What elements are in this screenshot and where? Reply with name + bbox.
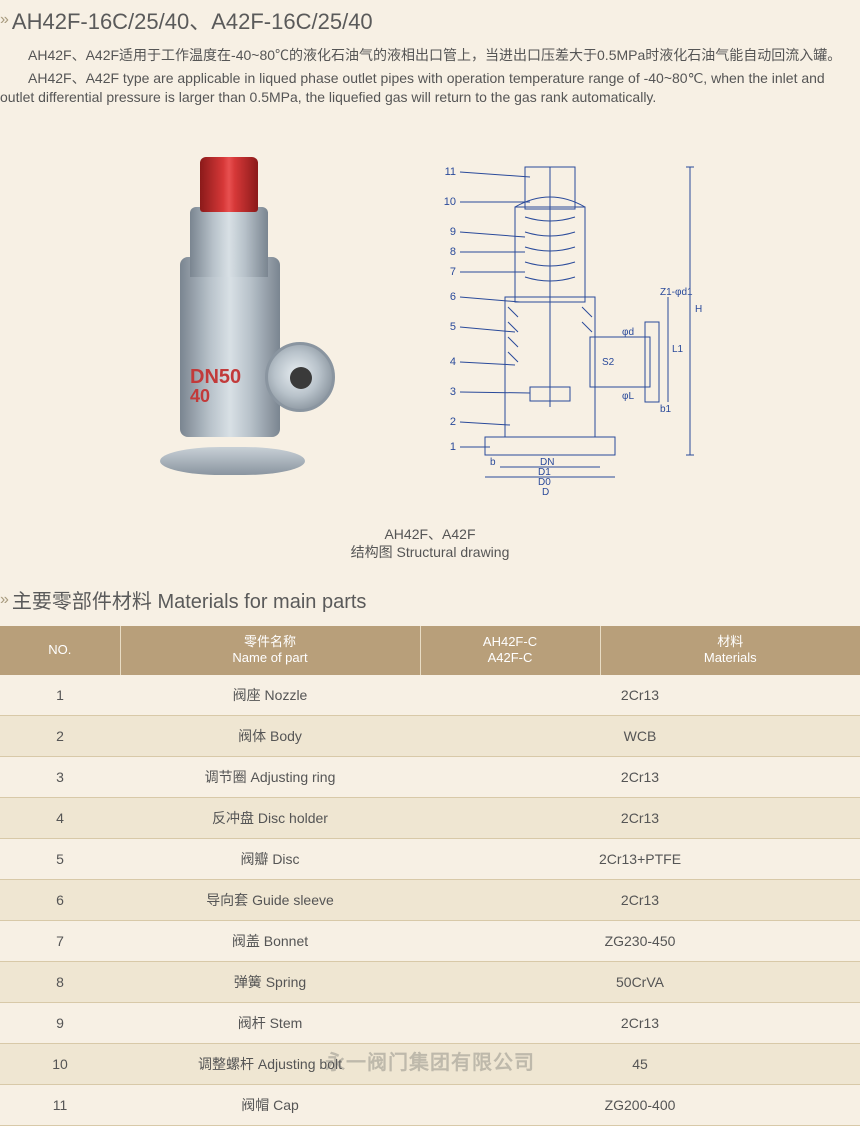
cell-name: 调节圈 Adjusting ring xyxy=(120,756,420,797)
dim-phid: φd xyxy=(622,327,634,338)
valve-side-flange xyxy=(265,342,335,412)
callout-10: 10 xyxy=(444,196,456,208)
table-row: 9阀杆 Stem2Cr13 xyxy=(0,1002,860,1043)
cell-name: 调整螺杆 Adjusting bolt xyxy=(120,1043,420,1084)
th-model: AH42F-C A42F-C xyxy=(420,626,600,675)
dim-b: b xyxy=(490,457,496,468)
th-no: NO. xyxy=(0,626,120,675)
figure-caption-l2: 结构图 Structural drawing xyxy=(351,544,510,560)
cell-no: 5 xyxy=(0,838,120,879)
cell-name: 导向套 Guide sleeve xyxy=(120,879,420,920)
cell-material: 50CrVA xyxy=(420,961,860,1002)
cell-material: 2Cr13 xyxy=(420,797,860,838)
valve-body-shape xyxy=(180,257,280,437)
cell-name: 阀瓣 Disc xyxy=(120,838,420,879)
cell-material: 2Cr13 xyxy=(420,675,860,716)
table-row: 4反冲盘 Disc holder2Cr13 xyxy=(0,797,860,838)
cell-material: 2Cr13 xyxy=(420,756,860,797)
cell-name: 阀杆 Stem xyxy=(120,1002,420,1043)
callout-2: 2 xyxy=(450,416,456,428)
cell-name: 弹簧 Spring xyxy=(120,961,420,1002)
callout-6: 6 xyxy=(450,291,456,303)
valve-bonnet-shape xyxy=(190,207,268,277)
cell-no: 4 xyxy=(0,797,120,838)
valve-bottom-flange xyxy=(160,447,305,475)
cell-no: 1 xyxy=(0,675,120,716)
valve-photo: DN50 40 xyxy=(130,147,350,497)
table-row: 1阀座 Nozzle2Cr13 xyxy=(0,675,860,716)
cell-no: 2 xyxy=(0,715,120,756)
table-row: 8弹簧 Spring50CrVA xyxy=(0,961,860,1002)
dim-D: D xyxy=(542,487,549,497)
cell-material: ZG230-450 xyxy=(420,920,860,961)
figure-caption-l1: AH42F、A42F xyxy=(384,526,475,542)
table-row: 3调节圈 Adjusting ring2Cr13 xyxy=(0,756,860,797)
dim-z1: Z1-φd1 xyxy=(660,287,693,298)
th-name: 零件名称 Name of part xyxy=(120,626,420,675)
table-row: 2阀体 BodyWCB xyxy=(0,715,860,756)
materials-section-title: 主要零部件材料 Materials for main parts xyxy=(12,585,367,614)
cell-no: 6 xyxy=(0,879,120,920)
dim-S2: S2 xyxy=(602,357,615,368)
table-header-row: NO. 零件名称 Name of part AH42F-C A42F-C 材料 … xyxy=(0,626,860,675)
dim-H: H xyxy=(695,304,702,315)
callout-1: 1 xyxy=(450,441,456,453)
callout-8: 8 xyxy=(450,246,456,258)
callout-4: 4 xyxy=(450,356,456,368)
callout-3: 3 xyxy=(450,386,456,398)
valve-marking-dn: DN50 xyxy=(190,367,241,387)
cell-no: 10 xyxy=(0,1043,120,1084)
dim-b1: b1 xyxy=(660,404,672,415)
figure-area: DN50 40 xyxy=(0,127,860,517)
cell-name: 阀座 Nozzle xyxy=(120,675,420,716)
cell-name: 阀盖 Bonnet xyxy=(120,920,420,961)
table-row: 7阀盖 BonnetZG230-450 xyxy=(0,920,860,961)
callout-7: 7 xyxy=(450,266,456,278)
cell-no: 3 xyxy=(0,756,120,797)
chevron-right-icon: » xyxy=(0,591,6,609)
description-cn: AH42F、A42F适用于工作温度在-40~80℃的液化石油气的液相出口管上，当… xyxy=(0,46,860,65)
chevron-right-icon: » xyxy=(0,11,6,29)
cell-material: 2Cr13+PTFE xyxy=(420,838,860,879)
cell-name: 反冲盘 Disc holder xyxy=(120,797,420,838)
valve-marking-pn: 40 xyxy=(190,387,241,405)
cell-no: 9 xyxy=(0,1002,120,1043)
materials-section-header: » 主要零部件材料 Materials for main parts xyxy=(0,585,860,614)
page-header: » AH42F-16C/25/40、A42F-16C/25/40 xyxy=(0,0,860,42)
dim-phiL: φL xyxy=(622,391,634,402)
structural-drawing: 11 10 9 8 7 6 5 4 3 2 1 H Z1-φd1 b1 φd φ… xyxy=(390,147,730,497)
cell-material: WCB xyxy=(420,715,860,756)
dim-L1: L1 xyxy=(672,344,684,355)
valve-marking: DN50 40 xyxy=(190,367,241,405)
figure-caption: AH42F、A42F 结构图 Structural drawing xyxy=(0,525,860,561)
table-row: 6导向套 Guide sleeve2Cr13 xyxy=(0,879,860,920)
callout-5: 5 xyxy=(450,321,456,333)
cell-material: 2Cr13 xyxy=(420,1002,860,1043)
product-model-title: AH42F-16C/25/40、A42F-16C/25/40 xyxy=(12,4,373,36)
cell-name: 阀体 Body xyxy=(120,715,420,756)
materials-table: NO. 零件名称 Name of part AH42F-C A42F-C 材料 … xyxy=(0,626,860,1126)
callout-11: 11 xyxy=(445,166,456,178)
callout-9: 9 xyxy=(450,226,456,238)
cell-material: 2Cr13 xyxy=(420,879,860,920)
cell-no: 8 xyxy=(0,961,120,1002)
cell-no: 7 xyxy=(0,920,120,961)
table-row: 10调整螺杆 Adjusting bolt45 xyxy=(0,1043,860,1084)
cell-material: 45 xyxy=(420,1043,860,1084)
th-material: 材料 Materials xyxy=(600,626,860,675)
valve-cap-shape xyxy=(200,157,258,212)
table-row: 5阀瓣 Disc2Cr13+PTFE xyxy=(0,838,860,879)
description-en: AH42F、A42F type are applicable in liqued… xyxy=(0,69,860,107)
